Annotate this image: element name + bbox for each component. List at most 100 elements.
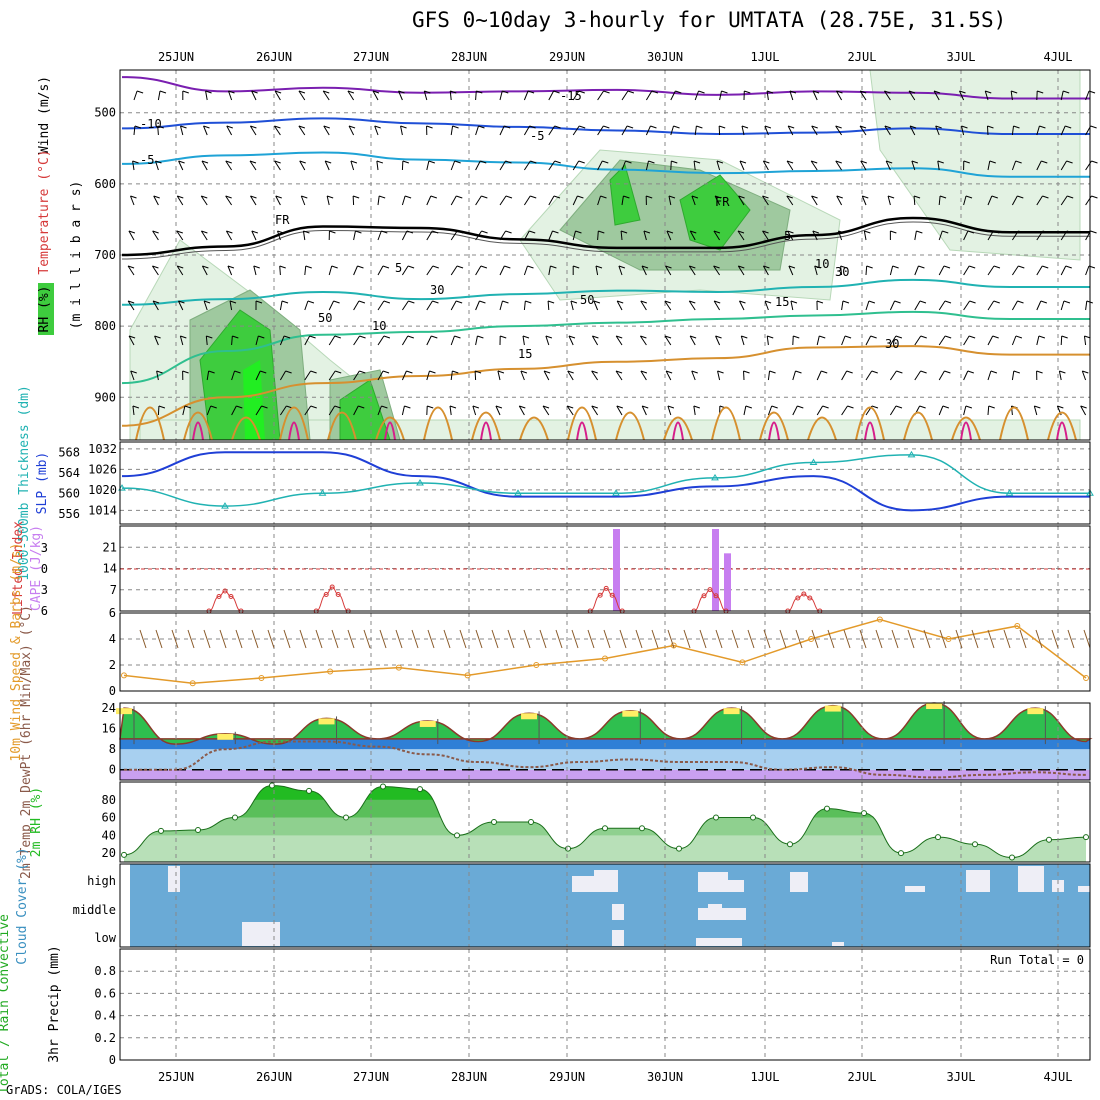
wind-barb-shaft (251, 230, 257, 241)
surface-wind-barb (907, 629, 915, 649)
wind-barb-flag (250, 195, 257, 199)
wind-barb-shaft (914, 370, 922, 381)
wind-barb-flag (642, 405, 649, 409)
wind-barb-shaft (156, 370, 159, 381)
temp-tick-label: 8 (109, 742, 116, 756)
wind-barb-shaft (786, 195, 794, 206)
wind-barb-shaft (374, 125, 379, 136)
wind-barb-shaft (887, 195, 891, 206)
wind-barb-shaft (568, 335, 574, 346)
wind-barb-shaft (450, 125, 454, 136)
wind-barb-shaft (1060, 125, 1066, 136)
wind-barb-flag (719, 125, 726, 129)
wind-barb-flag (258, 335, 265, 339)
wind-barb-shaft (203, 300, 208, 311)
rh-marker (528, 819, 534, 825)
wind-barb-flag (895, 405, 903, 409)
wind-barb-shaft (762, 195, 769, 206)
wind-barb-shaft (376, 160, 379, 171)
wind-barb-flag (326, 195, 334, 199)
wind-barb-flag (993, 230, 1000, 234)
wind-barb-flag (617, 300, 624, 304)
wind-barb-shaft (499, 265, 505, 276)
wind-barb-shaft (231, 405, 237, 416)
wind-barb-shaft (572, 195, 578, 206)
contour-label: 15 (775, 295, 789, 309)
surface-temperature-contour (903, 411, 933, 441)
rh-marker (454, 832, 460, 839)
wind-barb-shaft (1060, 265, 1067, 276)
wind-barb-flag (919, 405, 926, 409)
wind-barb-flag (495, 405, 503, 409)
wind-barb-shaft (591, 405, 599, 416)
wind-barb-flag (821, 370, 828, 374)
wind-barb-shaft (450, 160, 456, 171)
contour-label: -15 (560, 89, 582, 103)
rh-panel: 20 40 60 80 (102, 782, 1089, 862)
wind-barb-flag (1080, 405, 1087, 409)
lifted-index-marker (597, 592, 603, 598)
surface-wind-barb (987, 629, 995, 649)
surface-wind-barb (267, 629, 275, 649)
wind-barb-flag (455, 300, 463, 304)
thickness-marker (809, 458, 818, 465)
cloud-panel: high middle low (73, 864, 1090, 947)
wind-barb-flag (127, 300, 135, 304)
upper-air-temp-label: Temperature (°C) (37, 149, 52, 274)
wind-barb-flag (822, 405, 829, 409)
wind-barb-shaft (816, 335, 820, 346)
wind-barb-flag (382, 370, 390, 374)
wind-barb-shaft (1085, 265, 1090, 276)
surface-wind-barb (219, 629, 227, 649)
cloud-block (612, 904, 624, 920)
wind-barb-flag (334, 335, 341, 339)
wind-barb-flag (334, 405, 341, 409)
cloud-block (790, 872, 808, 892)
wind-barb-shaft (377, 335, 385, 346)
wind-barb-flag (176, 230, 183, 234)
wind-barb-shaft (545, 335, 550, 346)
wind-barb-shaft (206, 370, 210, 381)
wind-barb-shaft (621, 90, 629, 101)
wind-barb-shaft (1085, 90, 1090, 101)
rh-legend-swatch (38, 283, 54, 335)
rh-area-band (254, 785, 433, 800)
wind-barb-shaft (548, 90, 555, 101)
cape-bar (724, 553, 731, 611)
wind-barb-shaft (788, 265, 794, 276)
wind-barb-flag (406, 370, 413, 374)
wind-barb-shaft (914, 300, 921, 311)
wind-barb-flag (911, 160, 919, 164)
precip-frame (119, 948, 1091, 1061)
wind-barb-shaft (518, 405, 525, 416)
temperature-peak-band (419, 720, 436, 727)
wind-barb-flag (741, 335, 748, 339)
surface-wind-barb (203, 629, 211, 649)
wind-barb-flag (454, 335, 461, 339)
wind-barb-flag (969, 265, 976, 269)
wind-barb-flag (1090, 125, 1097, 129)
wind-barb-shaft (353, 300, 360, 311)
wind-barb-flag (402, 160, 410, 164)
wind-barb-flag (762, 195, 769, 199)
lifted-index-marker (323, 592, 329, 597)
temp-tick-label: 24 (102, 701, 116, 715)
wind-barb-shaft (298, 90, 306, 101)
wind-barb-shaft (717, 370, 721, 381)
wind-barb-flag (579, 125, 586, 129)
surface-wind-barb (1051, 629, 1059, 649)
wind-barb-shaft (616, 405, 623, 416)
rh-marker (972, 841, 978, 848)
wind-barb-flag (943, 265, 951, 269)
wind-barb-shaft (1033, 405, 1038, 416)
lifted-index-marker (807, 595, 813, 601)
wind-barb-shaft (987, 300, 995, 311)
wind-barb-shaft (499, 160, 506, 171)
wind-barb-flag (305, 265, 312, 269)
wind-barb-flag (255, 300, 263, 304)
wind-barb-flag (591, 370, 598, 374)
wind-barb-shaft (1085, 160, 1092, 171)
surface-temperature-contour (615, 411, 645, 441)
wind-barb-shaft (133, 125, 136, 136)
wind-barb-shaft (1060, 230, 1068, 241)
